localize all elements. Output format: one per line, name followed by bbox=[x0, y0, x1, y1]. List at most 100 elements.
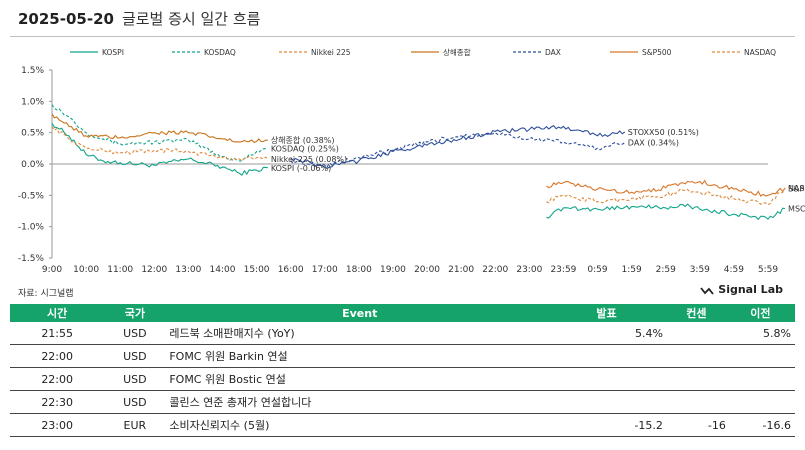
x-tick-label: 0:59 bbox=[587, 265, 607, 275]
legend-item-kosdaq: KOSDAQ bbox=[172, 48, 236, 57]
event-time: 23:00 bbox=[10, 413, 105, 437]
x-tick-label: 23:59 bbox=[550, 265, 576, 275]
legend-label: 상해종합 bbox=[443, 47, 471, 57]
legend-label: DAX bbox=[545, 48, 561, 57]
event-country: USD bbox=[104, 367, 166, 391]
header-event: Event bbox=[165, 304, 551, 322]
event-forecast bbox=[666, 322, 730, 345]
y-tick-label: -0.5% bbox=[18, 191, 45, 201]
series-end-label: DAX (0.34%) bbox=[628, 139, 679, 148]
x-tick-label: 13:00 bbox=[175, 265, 201, 275]
chart-legend: KOSPI KOSDAQ Nikkei 225 상해종합 DAX S&P500 NASDAQ… bbox=[70, 47, 776, 57]
x-tick-label: 17:00 bbox=[312, 265, 338, 275]
legend-item-kospi: KOSPI bbox=[70, 48, 124, 57]
x-tick-label: 2:59 bbox=[656, 265, 676, 275]
legend-item-dax: DAX bbox=[513, 48, 561, 57]
legend-label: KOSDAQ bbox=[204, 48, 236, 57]
series-line-msci-한국-index-fund bbox=[546, 203, 786, 221]
chart-series bbox=[51, 104, 786, 221]
x-tick-label: 11:00 bbox=[107, 265, 133, 275]
chart-end-labels: KOSPI (-0.06%) KOSDAQ (0.25%) Nikkei 225 (… bbox=[271, 128, 805, 213]
header-previous: 이전 bbox=[729, 304, 795, 322]
event-name: FOMC 위원 Bostic 연설 bbox=[165, 367, 551, 391]
legend-item-nikkei-225: Nikkei 225 bbox=[279, 48, 351, 57]
series-end-label: KOSPI (-0.06%) bbox=[271, 164, 331, 173]
series-line-kospi bbox=[51, 123, 268, 176]
series-end-label: MSCI 한국 Index Fund (-0.71%) bbox=[788, 204, 805, 213]
y-tick-label: 1.5% bbox=[21, 66, 44, 76]
chart-axes: 1.5% 1.0% 0.5% 0.0% -0.5% -1.0% -1.5%9:00 10:00… bbox=[18, 66, 779, 275]
legend-item-상해종합: 상해종합 bbox=[411, 47, 471, 57]
y-tick-label: -1.5% bbox=[18, 254, 45, 264]
event-previous bbox=[729, 367, 795, 391]
x-tick-label: 16:00 bbox=[278, 265, 304, 275]
table-row: 23:00 EUR 소비자신뢰지수 (5월) -15.2 -16 -16.6 bbox=[10, 413, 795, 437]
x-tick-label: 9:00 bbox=[42, 265, 62, 275]
event-previous bbox=[729, 390, 795, 414]
event-actual: 5.4% bbox=[550, 322, 667, 345]
legend-label: S&P500 bbox=[642, 48, 672, 57]
event-time: 21:55 bbox=[10, 322, 105, 345]
x-tick-label: 3:59 bbox=[690, 265, 710, 275]
header-actual: 발표 bbox=[550, 304, 667, 322]
series-end-label: S&P500 (-0.39%) bbox=[788, 184, 805, 193]
series-line-dax bbox=[290, 132, 626, 168]
series-line-nasdaq bbox=[546, 187, 786, 206]
y-tick-label: -1.0% bbox=[18, 223, 45, 233]
x-tick-label: 20:00 bbox=[414, 265, 440, 275]
event-country: USD bbox=[104, 322, 166, 345]
trend-arrow-icon bbox=[700, 286, 714, 295]
legend-label: Nikkei 225 bbox=[311, 48, 351, 57]
event-actual bbox=[550, 367, 667, 391]
brand-name: Signal Lab bbox=[718, 283, 783, 296]
series-end-label: KOSDAQ (0.25%) bbox=[271, 144, 339, 153]
brand-logo: Signal Lab bbox=[700, 283, 783, 296]
series-line-nikkei-225 bbox=[51, 126, 269, 162]
event-country: USD bbox=[104, 390, 166, 414]
x-tick-label: 22:00 bbox=[482, 265, 508, 275]
legend-label: KOSPI bbox=[102, 48, 124, 57]
y-tick-label: 0.5% bbox=[21, 129, 44, 139]
series-end-label: STOXX50 (0.51%) bbox=[628, 128, 699, 137]
x-tick-label: 14:00 bbox=[210, 265, 236, 275]
x-tick-label: 5:59 bbox=[758, 265, 778, 275]
legend-item-nasdaq: NASDAQ bbox=[712, 48, 776, 57]
event-previous bbox=[729, 344, 795, 368]
y-tick-label: 0.0% bbox=[21, 160, 44, 170]
series-end-label: NASDAQ (-0.38%) bbox=[788, 184, 805, 193]
x-tick-label: 12:00 bbox=[141, 265, 167, 275]
event-time: 22:30 bbox=[10, 390, 105, 414]
event-actual: -15.2 bbox=[550, 413, 667, 437]
series-line-상해종합 bbox=[51, 113, 268, 144]
event-time: 22:00 bbox=[10, 367, 105, 391]
series-line-kosdaq bbox=[51, 104, 268, 162]
x-tick-label: 4:59 bbox=[724, 265, 744, 275]
economic-events-table: 시간 국가 Event 발표 컨센 이전 21:55 USD 레드북 소매판매지… bbox=[10, 304, 795, 437]
table-row: 22:30 USD 콜린스 연준 총재가 연설합니다 bbox=[10, 390, 795, 414]
x-tick-label: 10:00 bbox=[73, 265, 99, 275]
event-actual bbox=[550, 390, 667, 414]
event-name: 레드북 소매판매지수 (YoY) bbox=[165, 322, 551, 345]
y-tick-label: 1.0% bbox=[21, 97, 44, 107]
legend-item-s-p500: S&P500 bbox=[610, 48, 672, 57]
event-forecast: -16 bbox=[666, 413, 730, 437]
header-time: 시간 bbox=[10, 304, 105, 322]
event-forecast bbox=[666, 344, 730, 368]
index-line-chart: KOSPI KOSDAQ Nikkei 225 상해종합 DAX S&P500 NASDAQ… bbox=[18, 47, 805, 275]
event-country: EUR bbox=[104, 413, 166, 437]
header-country: 국가 bbox=[104, 304, 166, 322]
legend-label: NASDAQ bbox=[744, 48, 776, 57]
event-name: FOMC 위원 Barkin 연설 bbox=[165, 344, 551, 368]
header-forecast: 컨센 bbox=[666, 304, 730, 322]
title-row: 2025-05-20 글로벌 증시 일간 흐름 bbox=[18, 8, 260, 34]
table-row: 22:00 USD FOMC 위원 Barkin 연설 bbox=[10, 344, 795, 368]
event-previous: -16.6 bbox=[729, 413, 795, 437]
report-date: 2025-05-20 bbox=[18, 10, 114, 28]
event-time: 22:00 bbox=[10, 344, 105, 368]
x-tick-label: 23:00 bbox=[516, 265, 542, 275]
chart-footer: 자료: 시그널랩 Signal Lab bbox=[0, 280, 805, 302]
event-forecast bbox=[666, 390, 730, 414]
event-name: 콜린스 연준 총재가 연설합니다 bbox=[165, 390, 551, 414]
series-line-stoxx50 bbox=[290, 125, 626, 169]
table-row: 21:55 USD 레드북 소매판매지수 (YoY) 5.4% 5.8% bbox=[10, 322, 795, 345]
